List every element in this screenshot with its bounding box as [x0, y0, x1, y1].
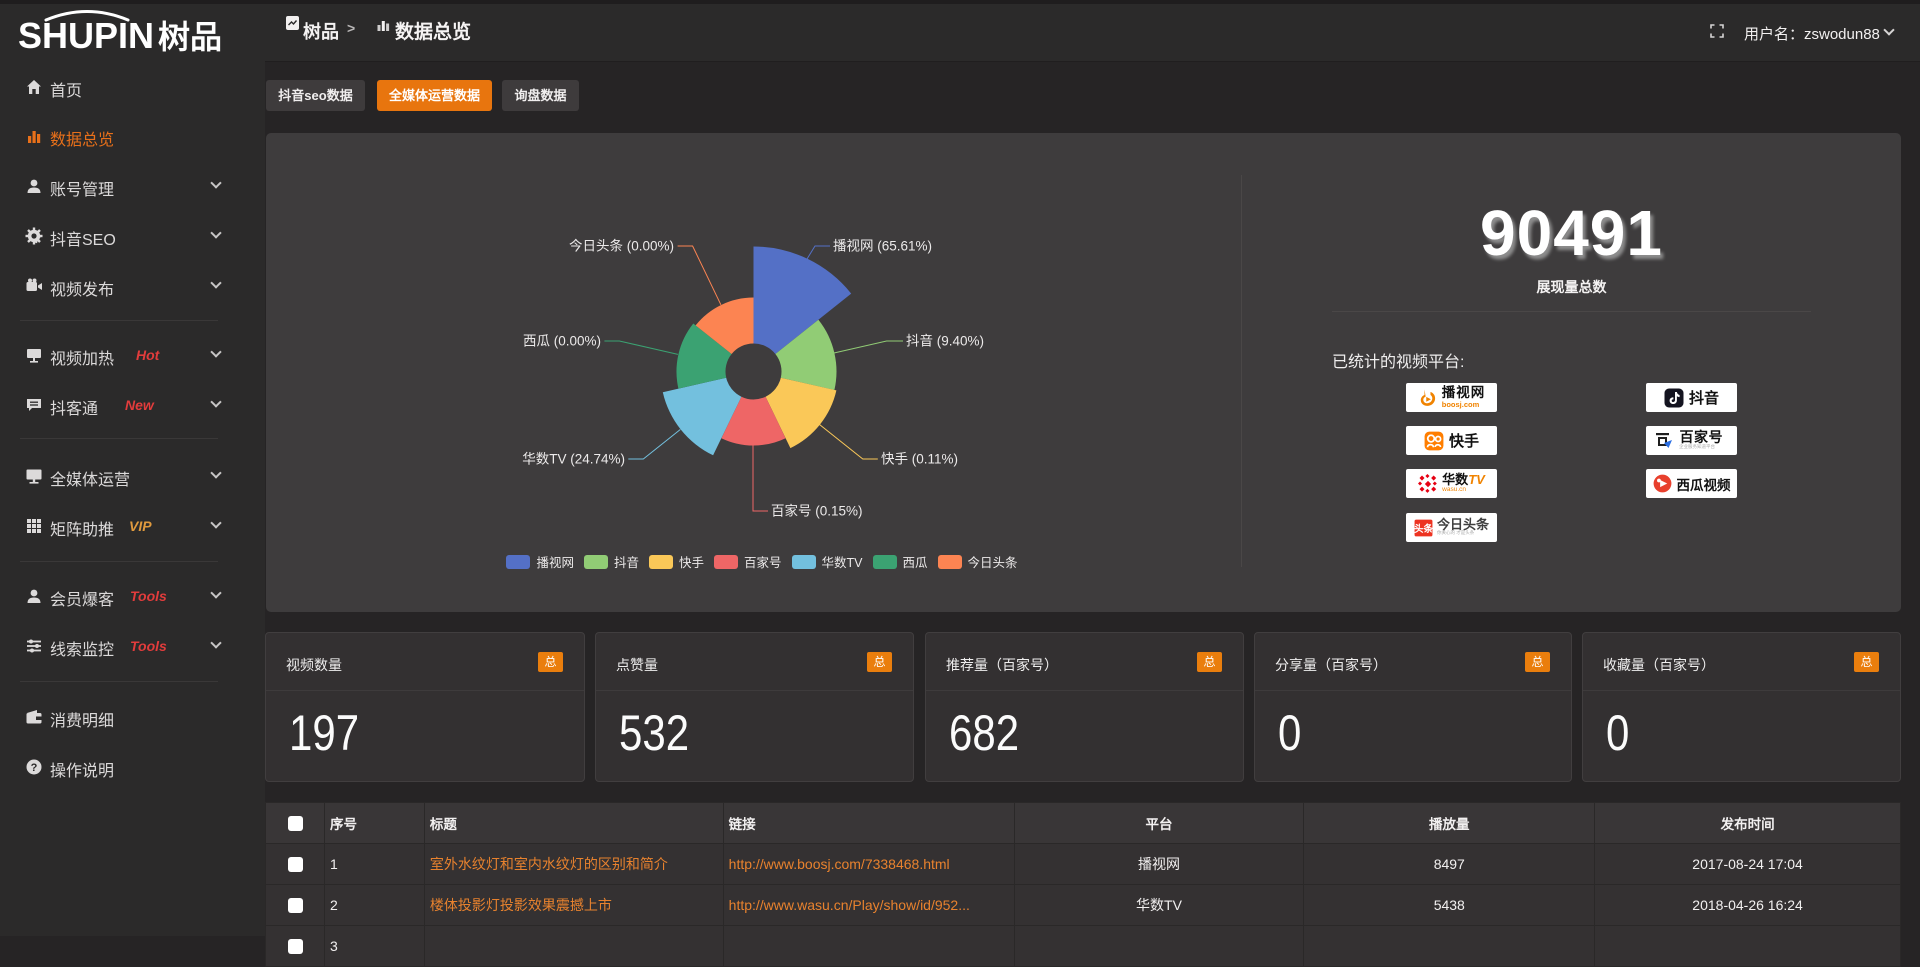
svg-text:抖音 (9.40%): 抖音 (9.40%): [906, 333, 984, 349]
svg-text:头条: 头条: [1414, 522, 1433, 534]
svg-text:播视网 (65.61%): 播视网 (65.61%): [833, 239, 932, 254]
svg-text:今日头条 (0.00%): 今日头条 (0.00%): [569, 238, 674, 254]
svg-text:百家号 (0.15%): 百家号 (0.15%): [771, 503, 863, 519]
svg-text:?: ?: [31, 762, 38, 774]
svg-text:快手 (0.11%): 快手 (0.11%): [881, 452, 958, 467]
svg-text:树品: 树品: [158, 19, 222, 54]
svg-text:西瓜 (0.00%): 西瓜 (0.00%): [523, 334, 601, 349]
svg-text:华数TV (24.74%): 华数TV (24.74%): [522, 452, 625, 467]
svg-text:SHUPIN: SHUPIN: [18, 15, 154, 54]
